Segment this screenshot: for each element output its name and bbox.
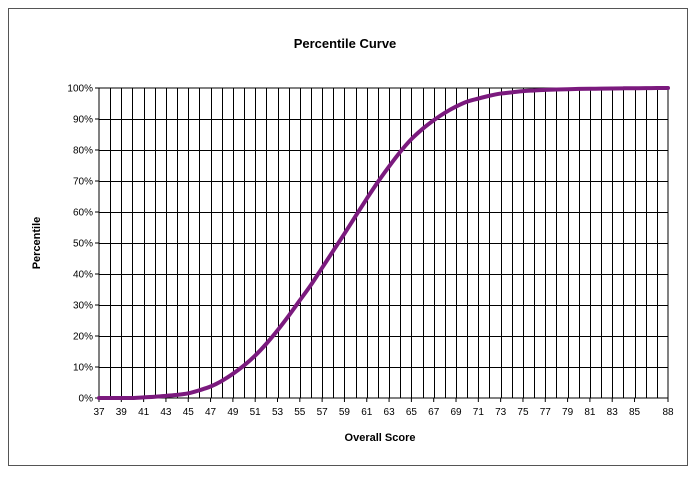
y-tick-label: 30% [73, 301, 93, 312]
percentile-series-line [97, 86, 670, 401]
x-tick-label: 63 [384, 407, 396, 418]
x-tick-label: 71 [473, 407, 485, 418]
x-tick-label: 83 [607, 407, 619, 418]
y-tick-label: 40% [73, 270, 93, 281]
x-tick-label: 55 [294, 407, 306, 418]
x-tick-label: 81 [584, 407, 596, 418]
y-tick-label: 80% [73, 146, 93, 157]
x-tick-label: 79 [562, 407, 574, 418]
x-tick-label: 77 [540, 407, 552, 418]
x-tick-label: 61 [361, 407, 373, 418]
x-axis-title: Overall Score [345, 432, 416, 444]
x-tick-label: 67 [428, 407, 440, 418]
y-tick-label: 60% [73, 208, 93, 219]
y-axis-title: Percentile [31, 217, 43, 270]
y-tick-label: 70% [73, 177, 93, 188]
x-tick-label: 47 [205, 407, 217, 418]
x-tick-label: 73 [495, 407, 507, 418]
x-tick-label: 49 [227, 407, 239, 418]
y-tick-label: 50% [73, 239, 93, 250]
y-tick-label: 90% [73, 115, 93, 126]
x-tick-label: 57 [317, 407, 329, 418]
y-tick-label: 100% [67, 84, 93, 95]
x-tick-label: 59 [339, 407, 351, 418]
x-tick-label: 41 [138, 407, 150, 418]
x-tick-label: 69 [450, 407, 462, 418]
x-tick-label: 45 [183, 407, 195, 418]
x-tick-label: 65 [406, 407, 418, 418]
grid-lines [99, 88, 668, 398]
x-tick-label: 85 [629, 407, 641, 418]
y-tick-label: 10% [73, 363, 93, 374]
y-tick-label: 20% [73, 332, 93, 343]
x-tick-label: 37 [93, 407, 105, 418]
x-tick-label: 39 [116, 407, 128, 418]
y-axis-ticks: 0% 10% 20% 30% 40% 50% 60% 70% 80% 90% 100% [67, 84, 99, 405]
x-tick-label: 53 [272, 407, 284, 418]
x-tick-label: 43 [160, 407, 172, 418]
x-tick-label: 75 [517, 407, 529, 418]
y-tick-label: 0% [79, 394, 94, 405]
x-tick-label: 51 [250, 407, 262, 418]
x-axis-ticks: 37 39 41 43 45 47 49 51 53 55 57 59 61 63 65 67 69 71 73 75… [93, 398, 674, 418]
chart-title: Percentile Curve [294, 36, 397, 51]
x-tick-label: 88 [662, 407, 674, 418]
